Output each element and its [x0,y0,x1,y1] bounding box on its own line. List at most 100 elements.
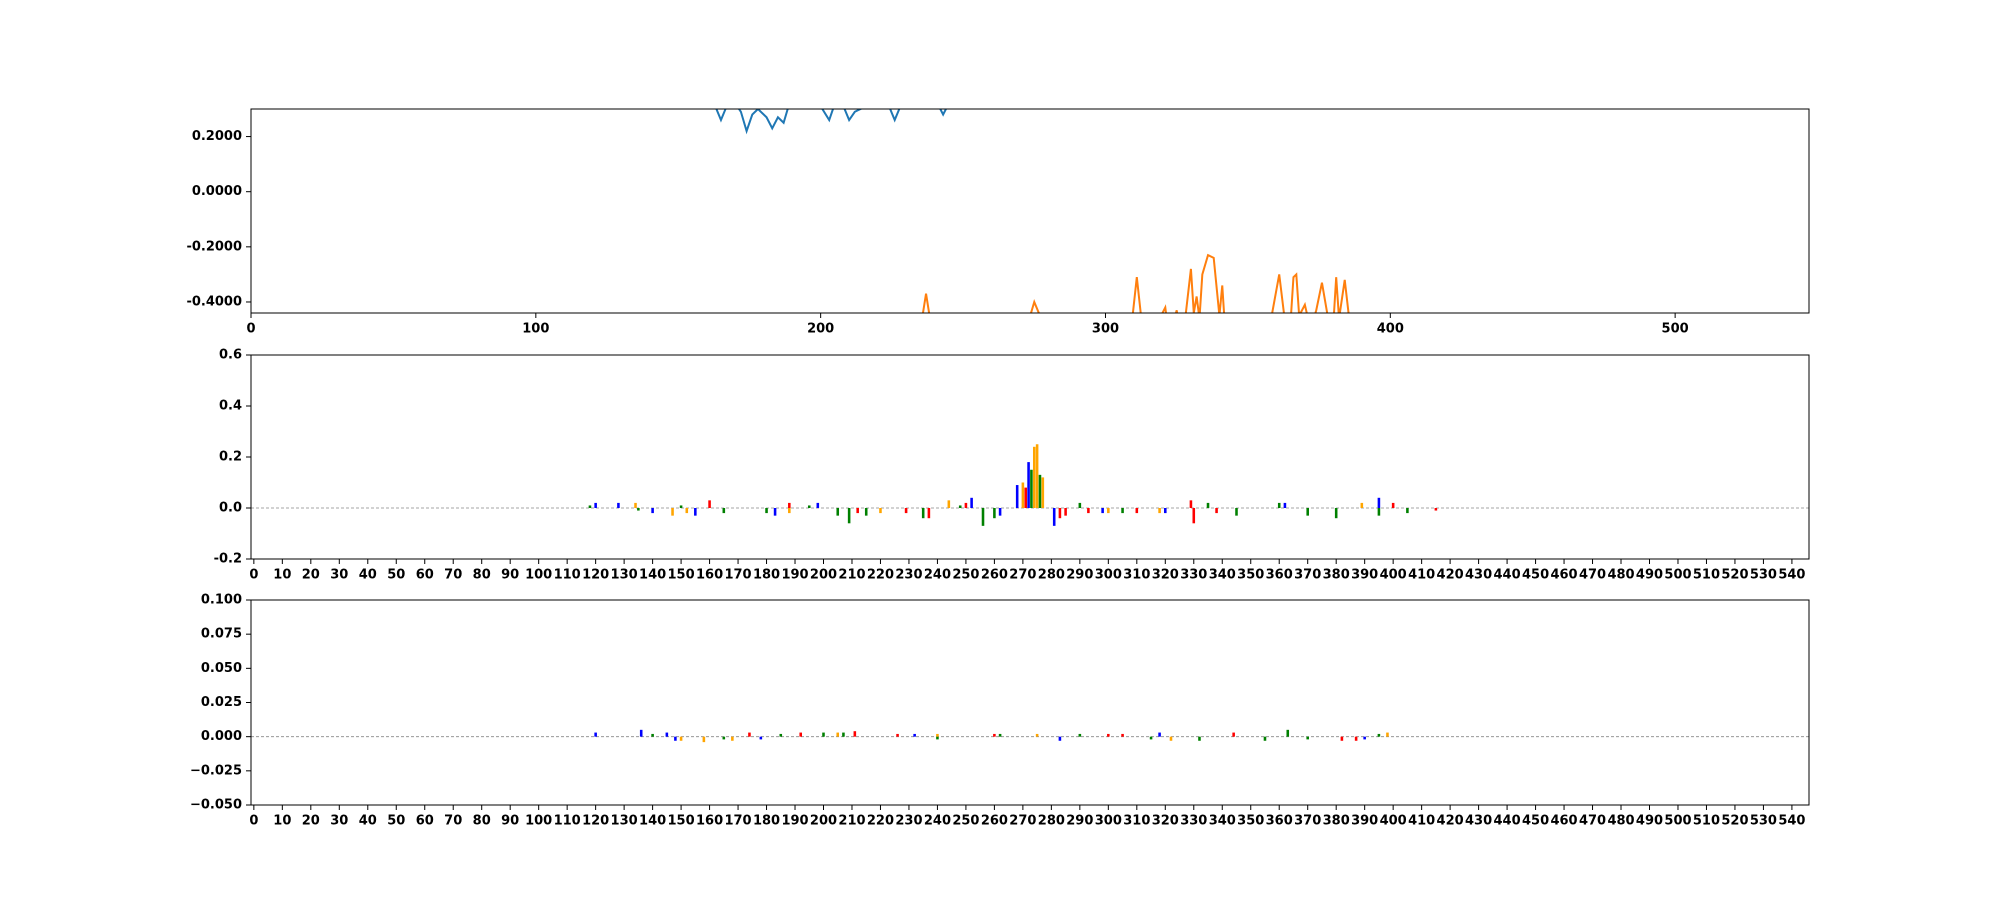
logo-bar [1164,508,1167,514]
logo-bar [913,733,916,737]
x-tick-label: 20 [302,568,320,583]
logo-bar [759,736,763,740]
logo-bar [1283,502,1287,508]
logo-bar [1391,502,1395,508]
logo-bar [1406,508,1409,514]
x-tick-label: 100 [525,814,552,829]
logo-bar [970,497,973,508]
x-tick-label: 300 [1095,568,1122,583]
logo-bar [1377,733,1381,737]
y-tick-label: 0.075 [201,627,242,642]
logo-bar [594,732,597,737]
logo-bar [1377,497,1381,508]
x-tick-label: 120 [582,814,609,829]
x-tick-label: 230 [895,568,922,583]
logo-bar [947,500,951,508]
logo-bar [1306,508,1309,516]
x-tick-label: 400 [1380,814,1407,829]
x-tick-label: 350 [1237,814,1264,829]
x-tick-label: 110 [554,568,581,583]
x-tick-label: 490 [1636,568,1663,583]
logo-bar [679,505,683,508]
x-tick-label: 150 [668,814,695,829]
x-tick-label: 320 [1152,568,1179,583]
x-tick-label: 120 [582,568,609,583]
logo-bar [1286,729,1290,737]
x-tick-label: 180 [753,568,780,583]
logo-bar [1158,508,1161,514]
logo-bar [1215,508,1218,514]
logo-bar [1232,732,1235,737]
y-tick-label: 0.025 [201,695,242,710]
x-tick-label: 310 [1123,814,1150,829]
x-tick-label: 300 [1092,322,1119,337]
logo-bar [847,508,851,524]
logo-bar [1360,502,1364,508]
x-tick-label: 490 [1636,814,1663,829]
y-tick-label: 0.050 [201,661,242,676]
logo-bar [1101,508,1104,514]
x-tick-label: 100 [522,322,549,337]
logo-bar [836,732,840,737]
logo-bar [765,508,768,514]
x-tick-label: 230 [895,814,922,829]
y-tick-label: 0.100 [201,593,242,608]
x-tick-label: 160 [696,568,723,583]
x-tick-label: 240 [924,568,951,583]
logo-bar [1334,508,1338,519]
logo-bar [1032,446,1036,508]
logo-bar [1024,487,1028,508]
logo-bar [1021,482,1025,508]
x-tick-label: 280 [1038,568,1065,583]
logo-bar [1306,736,1309,740]
x-tick-label: 110 [554,814,581,829]
logo-bar [1078,502,1082,508]
logo-bar [665,732,669,737]
y-tick-label: -0.4000 [186,294,242,309]
x-tick-label: 460 [1550,568,1577,583]
logo-bar [936,736,939,740]
y-tick-label: -0.2000 [186,239,242,254]
x-tick-label: 140 [639,814,666,829]
logo-bar [637,508,640,511]
logo-bar [1041,477,1045,508]
logo-bar [1386,732,1389,737]
x-tick-label: 180 [753,814,780,829]
logo-bar [958,505,962,508]
logo-bar [1058,508,1062,519]
logo-bar [651,733,654,737]
logo-bar [594,502,597,508]
logo-bar [1038,474,1042,508]
logo-bar [634,502,637,508]
x-tick-label: 470 [1579,814,1606,829]
x-tick-label: 170 [724,814,751,829]
x-tick-label: 380 [1323,814,1350,829]
logo-bar [1078,733,1082,737]
logo-bar [779,733,783,737]
x-tick-label: 190 [781,814,808,829]
logo-bar [1363,736,1366,740]
x-tick-label: 360 [1266,568,1293,583]
logo-bar [998,508,1002,516]
x-tick-label: 0 [249,814,258,829]
x-tick-label: 360 [1266,814,1293,829]
x-tick-label: 220 [867,568,894,583]
logo-bar [1027,462,1030,508]
x-tick-label: 310 [1123,568,1150,583]
logo-bar [748,732,751,737]
y-tick-label: 0.2 [219,450,242,465]
x-tick-label: 370 [1294,814,1321,829]
x-tick-label: 260 [981,568,1008,583]
x-tick-label: 390 [1351,814,1378,829]
x-tick-label: 520 [1721,814,1748,829]
x-tick-label: 280 [1038,814,1065,829]
logo-bar [836,508,840,516]
logo-bar [679,736,683,741]
y-tick-label: 0.000 [201,729,242,744]
logo-bar [685,508,689,514]
x-tick-label: 100 [525,568,552,583]
logo-bar [1149,736,1153,740]
x-tick-label: 80 [473,814,491,829]
x-tick-label: 520 [1721,568,1748,583]
x-tick-label: 250 [952,814,979,829]
